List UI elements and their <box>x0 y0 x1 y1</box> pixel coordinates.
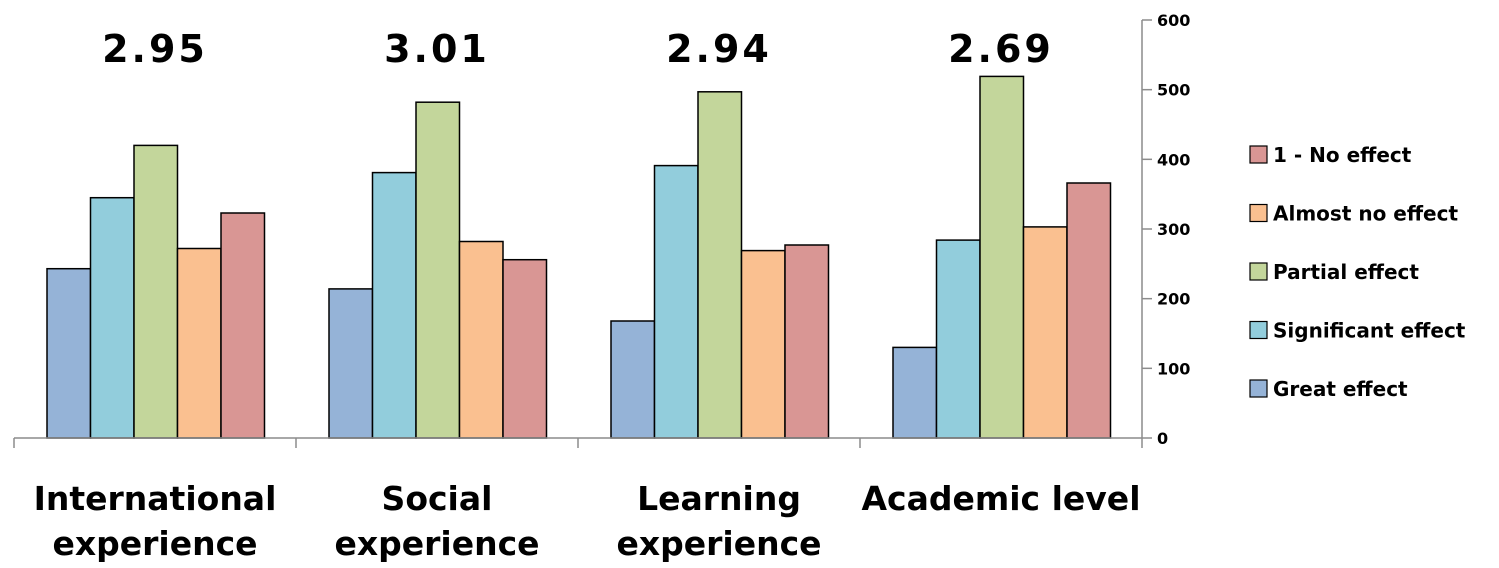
category-label: Learning <box>637 479 801 518</box>
axes-group: 0 100 200 300 400 500 600 <box>13 11 1190 448</box>
bar-significant-effect-4 <box>935 239 981 439</box>
bar-1-no-effect-2 <box>502 258 548 439</box>
legend-swatch <box>1249 203 1268 223</box>
category-label: Academic level <box>861 479 1140 518</box>
bar-almost-no-effect-3 <box>740 249 786 439</box>
legend-swatch <box>1249 379 1268 398</box>
y-tick-label: 300 <box>1157 220 1190 239</box>
bar-significant-effect-3 <box>653 164 699 439</box>
category-label: International <box>34 479 277 518</box>
y-tick-label: 500 <box>1157 81 1190 100</box>
legend-swatch <box>1249 145 1268 164</box>
category-label: Social <box>382 479 493 518</box>
category-label: experience <box>334 524 539 563</box>
y-tick-label: 600 <box>1157 11 1190 30</box>
bar-almost-no-effect-1 <box>176 247 222 439</box>
bar-significant-effect-1 <box>89 196 135 439</box>
bar-great-effect-3 <box>610 320 656 439</box>
y-tick-label: 400 <box>1157 150 1190 169</box>
legend-label: Great effect <box>1273 377 1408 401</box>
bar-great-effect-1 <box>46 267 92 439</box>
bar-partial-effect-2 <box>415 101 461 439</box>
legend-label: Partial effect <box>1273 260 1419 284</box>
mean-score-annotation: 2.94 <box>666 27 772 71</box>
bar-almost-no-effect-4 <box>1022 226 1068 439</box>
bar-1-no-effect-3 <box>784 244 830 439</box>
mean-score-annotation: 2.69 <box>948 27 1054 71</box>
legend-swatch <box>1249 262 1268 281</box>
bar-great-effect-2 <box>328 288 374 439</box>
bar-significant-effect-2 <box>371 171 417 439</box>
legend-label: Significant effect <box>1273 319 1466 343</box>
labels-group: International experience Social experience L… <box>34 27 1141 563</box>
category-label: experience <box>52 524 257 563</box>
bar-1-no-effect-4 <box>1066 182 1112 439</box>
y-tick-label: 200 <box>1157 290 1190 309</box>
legend-label: Almost no effect <box>1273 202 1458 226</box>
bar-great-effect-4 <box>892 346 938 439</box>
mean-score-annotation: 2.95 <box>102 27 208 71</box>
y-tick-label: 100 <box>1157 359 1190 378</box>
legend-swatch <box>1249 320 1268 340</box>
mean-score-annotation: 3.01 <box>384 27 490 71</box>
category-label: experience <box>616 524 821 563</box>
bar-partial-effect-4 <box>979 75 1025 439</box>
bar-1-no-effect-1 <box>220 212 266 439</box>
bar-partial-effect-1 <box>133 144 179 439</box>
bar-almost-no-effect-2 <box>458 240 504 439</box>
legend: 1 - No effect Almost no effect Partial eff… <box>1249 143 1466 401</box>
legend-label: 1 - No effect <box>1273 143 1412 167</box>
y-tick-label: 0 <box>1157 429 1168 448</box>
bars-group <box>46 75 1112 439</box>
bar-partial-effect-3 <box>697 91 743 439</box>
